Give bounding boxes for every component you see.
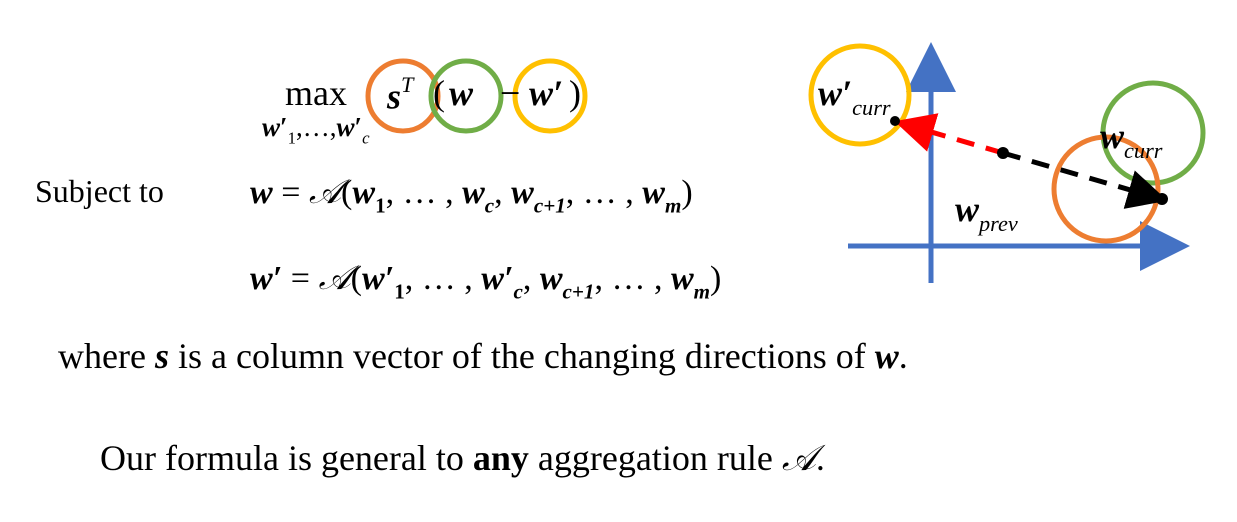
c2-wc: w′ xyxy=(481,260,514,297)
w-curr-sub: curr xyxy=(1124,138,1163,164)
open-paren: ( xyxy=(433,73,445,113)
c1-open: ( xyxy=(341,174,353,211)
objective-close-paren: ) xyxy=(569,72,581,114)
objective-minus: − xyxy=(500,72,520,114)
constraint-1: w = 𝒜(w1, … , wc, wc+1, … , wm) xyxy=(250,172,693,218)
note-w: w xyxy=(874,336,899,376)
minus-sign: − xyxy=(500,73,521,113)
summary-bold: any xyxy=(472,438,529,478)
c1-s1: 1 xyxy=(375,193,386,218)
red-dashed-arrow xyxy=(894,113,1004,156)
w-curr-base: w xyxy=(1100,116,1125,156)
c1-close: ) xyxy=(681,174,693,211)
constraint-label: Subject to xyxy=(35,173,164,210)
w-curr-prime-base: w′ xyxy=(818,73,853,113)
label-w-curr-prime: w′curr xyxy=(818,72,891,121)
c2-sc1: c+1 xyxy=(562,279,595,304)
c1-sep1: , … , xyxy=(385,174,463,211)
w-prev-sub: prev xyxy=(979,211,1018,237)
c1-agg: 𝒜 xyxy=(308,172,342,212)
note-middle: is a column vector of the changing direc… xyxy=(168,336,875,376)
c2-w1: w′ xyxy=(361,260,395,297)
max-sub-primec: ′ xyxy=(354,112,363,142)
label-w-curr: wcurr xyxy=(1100,115,1162,164)
w-curr-prime-point xyxy=(890,116,900,126)
w-prime-symbol: w′ xyxy=(529,73,564,113)
c2-agg: 𝒜 xyxy=(318,258,351,298)
note-s: s xyxy=(154,336,169,376)
label-w-prev: wprev xyxy=(955,188,1018,237)
max-operator: max xyxy=(285,73,347,113)
c1-sc: c xyxy=(484,193,495,218)
c1-sm: m xyxy=(664,193,682,218)
summary-prefix: Our formula is general to xyxy=(100,438,473,478)
summary-line: Our formula is general to any aggregatio… xyxy=(100,437,825,480)
s-transpose-highlight-circle xyxy=(365,58,441,134)
c1-wm: w xyxy=(642,174,665,211)
c2-eq: = xyxy=(282,260,319,297)
objective-open-paren: ( xyxy=(433,72,445,114)
c1-wc: w xyxy=(462,174,485,211)
objective-max: max xyxy=(285,72,347,114)
c1-lhs: w xyxy=(250,174,273,211)
w-curr-point xyxy=(1156,193,1168,205)
summary-middle: aggregation rule xyxy=(528,438,782,478)
max-sub-prime1: ′ xyxy=(280,112,288,142)
c1-sep2: , … , xyxy=(565,174,643,211)
max-sub-w1: w xyxy=(262,112,281,142)
note-line: where s is a column vector of the changi… xyxy=(58,335,908,377)
c2-wc1: w xyxy=(539,260,563,297)
c2-sc: c xyxy=(513,279,523,304)
max-sub-wc: w xyxy=(336,112,355,142)
max-sub-index1: 1 xyxy=(287,128,296,148)
objective-w: w xyxy=(449,72,473,114)
max-subscript: w′1,…,w′c xyxy=(262,112,370,149)
w-prime-highlight-circle xyxy=(512,58,588,134)
w-prev-base: w xyxy=(955,189,980,229)
c2-s1: 1 xyxy=(394,279,405,304)
w-curr-prime-sub: curr xyxy=(852,95,891,121)
summary-agg: 𝒜 xyxy=(781,438,816,479)
note-end: . xyxy=(898,336,908,376)
s-symbol: s xyxy=(387,76,402,117)
c2-sm: m xyxy=(693,279,711,304)
c2-comma: , xyxy=(522,260,540,297)
objective-s-transpose: sT xyxy=(387,72,413,118)
c2-open: ( xyxy=(350,260,362,297)
close-paren: ) xyxy=(569,73,581,113)
transpose-symbol: T xyxy=(401,72,414,97)
constraint-2: w′ = 𝒜(w′1, … , w′c, wc+1, … , wm) xyxy=(250,258,721,304)
note-prefix: where xyxy=(58,336,155,376)
w-symbol: w xyxy=(449,73,474,113)
max-sub-dots: ,…, xyxy=(295,112,337,142)
c2-sep1: , … , xyxy=(404,260,482,297)
c1-sc1: c+1 xyxy=(533,193,566,218)
subject-to-text: Subject to xyxy=(35,173,164,209)
c1-w1: w xyxy=(352,174,376,211)
c2-close: ) xyxy=(710,260,722,297)
c1-wc1: w xyxy=(511,174,534,211)
w-highlight-circle xyxy=(428,58,504,134)
c2-lhs: w′ xyxy=(250,260,283,297)
black-dashed-arrow xyxy=(1002,150,1168,209)
summary-end: . xyxy=(815,438,825,478)
objective-w-prime: w′ xyxy=(529,72,563,114)
max-sub-indexc: c xyxy=(362,128,370,148)
c2-wm: w xyxy=(670,260,694,297)
c1-eq: = xyxy=(272,174,309,211)
c2-sep2: , … , xyxy=(594,260,671,297)
w-prev-point xyxy=(997,147,1009,159)
w-curr-prime-circle xyxy=(808,43,912,147)
c1-comma: , xyxy=(494,174,512,211)
